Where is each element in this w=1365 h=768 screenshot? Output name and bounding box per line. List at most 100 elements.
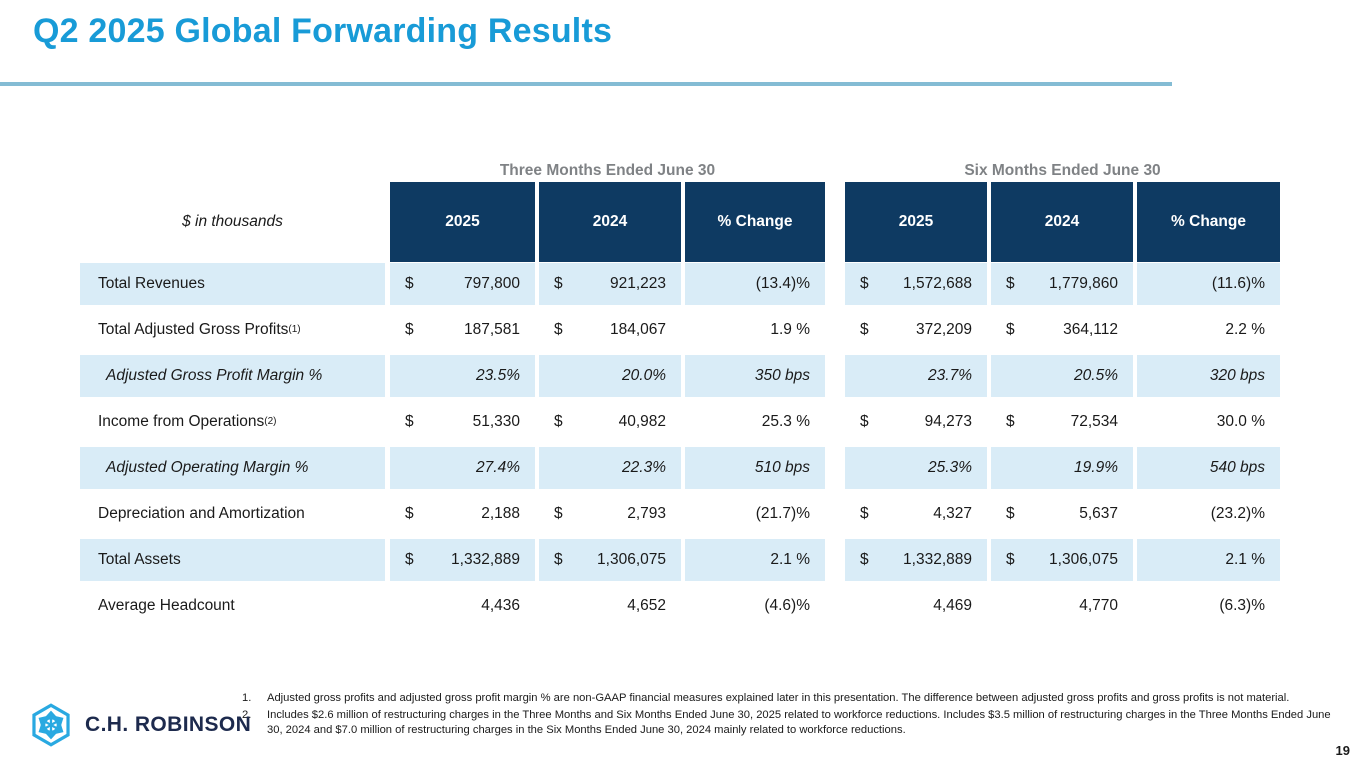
value-cell: 510 bps (685, 447, 825, 489)
row-label: Total Assets (80, 539, 385, 581)
value-cell: $94,273 (845, 401, 987, 443)
row-label-text: Average Headcount (98, 597, 235, 614)
cell-value: 1.9 % (770, 321, 810, 338)
value-cell: 25.3% (845, 447, 987, 489)
cell-value: 372,209 (915, 321, 972, 338)
row-label-text: Adjusted Operating Margin % (106, 459, 309, 476)
cell-value: 364,112 (1063, 321, 1118, 338)
currency-symbol: $ (405, 551, 414, 568)
value-cell: $1,306,075 (539, 539, 681, 581)
value-cell: $364,112 (991, 309, 1133, 351)
row-label: Total Revenues (80, 263, 385, 305)
value-cell: 4,770 (991, 585, 1133, 627)
cell-value: 20.0% (622, 367, 666, 384)
row-label: Depreciation and Amortization (80, 493, 385, 535)
currency-symbol: $ (554, 505, 563, 522)
value-cell: 2.1 % (1137, 539, 1280, 581)
currency-symbol: $ (860, 275, 869, 292)
table-row: Adjusted Operating Margin % 27.4% 22.3% 510… (80, 447, 1280, 489)
cell-value: 94,273 (924, 413, 972, 430)
value-cell: $1,332,889 (390, 539, 535, 581)
currency-symbol: $ (1006, 321, 1015, 338)
value-cell: 20.5% (991, 355, 1133, 397)
currency-symbol: $ (860, 551, 869, 568)
value-cell: (21.7)% (685, 493, 825, 535)
value-cell: $1,572,688 (845, 263, 987, 305)
value-cell: 320 bps (1137, 355, 1280, 397)
footnotes: 1. Adjusted gross profits and adjusted g… (242, 691, 1334, 739)
cell-value: 797,800 (463, 275, 520, 292)
results-table: Three Months Ended June 30 Six Months En… (80, 156, 1280, 631)
footnote-1: 1. Adjusted gross profits and adjusted g… (242, 691, 1334, 706)
currency-symbol: $ (860, 505, 869, 522)
table-header-row: $ in thousands 2025 2024 % Change 2025 2… (80, 182, 1280, 262)
cell-value: 4,469 (933, 597, 972, 614)
cell-value: 30.0 % (1216, 413, 1265, 430)
footnote-text: Adjusted gross profits and adjusted gros… (267, 692, 1290, 704)
ch-robinson-logo: C.H. ROBINSON (28, 702, 251, 748)
value-cell: 23.7% (845, 355, 987, 397)
value-cell: 22.3% (539, 447, 681, 489)
value-cell: 27.4% (390, 447, 535, 489)
cell-value: (23.2)% (1210, 505, 1265, 522)
value-cell: 2.1 % (685, 539, 825, 581)
cell-value: 4,770 (1079, 597, 1118, 614)
group-titles-row: Three Months Ended June 30 Six Months En… (80, 156, 1280, 180)
value-cell: 1.9 % (685, 309, 825, 351)
col-header-6m-2024: 2024 (991, 182, 1133, 262)
value-cell: $1,779,860 (991, 263, 1133, 305)
value-cell: 4,469 (845, 585, 987, 627)
hexagon-arrows-logo-icon (32, 703, 70, 747)
currency-symbol: $ (405, 413, 414, 430)
row-label-text: Total Revenues (98, 275, 205, 292)
value-cell: (6.3)% (1137, 585, 1280, 627)
value-cell: (4.6)% (685, 585, 825, 627)
value-cell: $372,209 (845, 309, 987, 351)
cell-value: 4,436 (481, 597, 520, 614)
cell-value: 72,534 (1070, 413, 1118, 430)
cell-value: 1,306,075 (597, 551, 666, 568)
group-title-three-months: Three Months Ended June 30 (499, 162, 716, 179)
currency-symbol: $ (554, 321, 563, 338)
table-row: Depreciation and Amortization $2,188 $2,79… (80, 493, 1280, 535)
currency-symbol: $ (860, 321, 869, 338)
value-cell: 4,652 (539, 585, 681, 627)
value-cell: $5,637 (991, 493, 1133, 535)
table-row: Total Revenues $797,800 $921,223 (13.4)% $1,… (80, 263, 1280, 305)
cell-value: (4.6)% (764, 597, 810, 614)
currency-symbol: $ (554, 551, 563, 568)
row-label-text: Total Assets (98, 551, 181, 568)
cell-value: 2,188 (481, 505, 520, 522)
cell-value: 921,223 (609, 275, 666, 292)
table-body: Total Revenues $797,800 $921,223 (13.4)% $1,… (80, 263, 1280, 627)
cell-value: 2.2 % (1225, 321, 1265, 338)
cell-value: 23.7% (928, 367, 972, 384)
cell-value: 1,572,688 (903, 275, 972, 292)
cell-value: 25.3% (928, 459, 972, 476)
col-header-3m-2025: 2025 (390, 182, 535, 262)
value-cell: (13.4)% (685, 263, 825, 305)
value-cell: 540 bps (1137, 447, 1280, 489)
currency-symbol: $ (554, 413, 563, 430)
cell-value: 2.1 % (770, 551, 810, 568)
currency-symbol: $ (405, 505, 414, 522)
footnote-text: Includes $2.6 million of restructuring c… (267, 708, 1331, 736)
value-cell: 350 bps (685, 355, 825, 397)
cell-value: 51,330 (472, 413, 520, 430)
row-label-text: Total Adjusted Gross Profits (98, 321, 289, 338)
currency-symbol: $ (860, 413, 869, 430)
cell-value: 23.5% (476, 367, 520, 384)
value-cell: 4,436 (390, 585, 535, 627)
cell-value: 22.3% (622, 459, 666, 476)
cell-value: 1,332,889 (451, 551, 520, 568)
logo-wordmark: C.H. ROBINSON (85, 713, 252, 736)
row-label-text: Income from Operations (98, 413, 265, 430)
value-cell: 19.9% (991, 447, 1133, 489)
currency-symbol: $ (1006, 275, 1015, 292)
value-cell: 2.2 % (1137, 309, 1280, 351)
value-cell: $184,067 (539, 309, 681, 351)
value-cell: 23.5% (390, 355, 535, 397)
value-cell: $72,534 (991, 401, 1133, 443)
cell-value: (11.6)% (1211, 275, 1265, 292)
